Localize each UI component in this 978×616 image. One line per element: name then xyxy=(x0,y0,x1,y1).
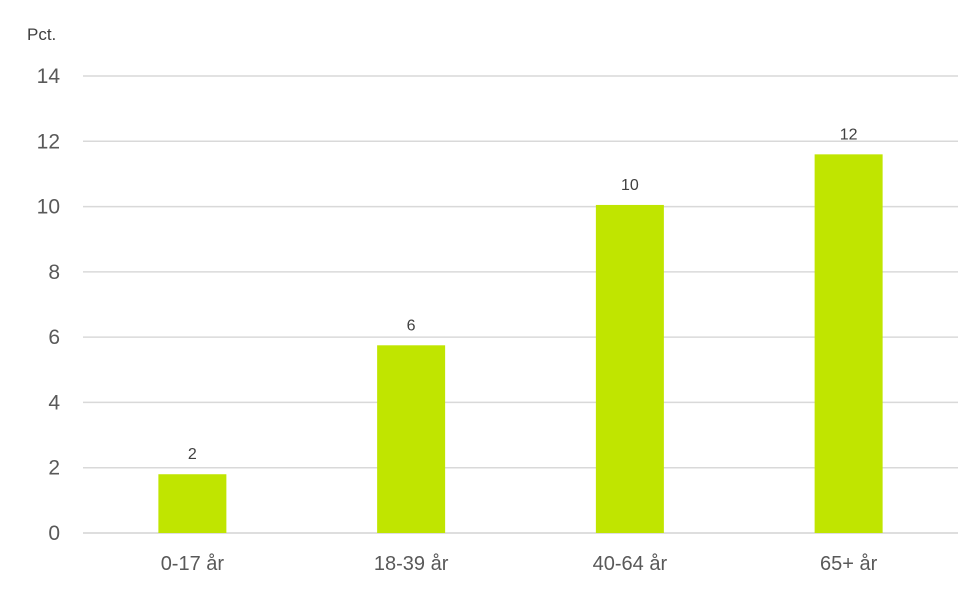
y-tick-labels: 0 2 4 6 8 10 12 14 xyxy=(37,65,61,545)
gridlines xyxy=(83,75,958,534)
x-tick-label: 40-64 år xyxy=(593,553,668,575)
data-labels: 2 6 10 12 xyxy=(188,126,858,463)
data-label: 10 xyxy=(621,177,639,194)
y-tick-label: 14 xyxy=(37,65,61,88)
bar xyxy=(158,474,227,533)
y-tick-label: 4 xyxy=(48,391,60,414)
x-tick-labels: 0-17 år 18-39 år 40-64 år 65+ år xyxy=(161,553,878,575)
y-axis-label: Pct. xyxy=(27,25,56,44)
y-tick-label: 12 xyxy=(37,130,60,153)
bars xyxy=(158,154,883,534)
data-label: 6 xyxy=(407,317,416,334)
bar xyxy=(377,345,446,533)
y-tick-label: 2 xyxy=(48,457,60,480)
y-tick-label: 8 xyxy=(48,261,60,284)
bar xyxy=(595,204,664,534)
data-label: 2 xyxy=(188,446,197,463)
y-tick-label: 6 xyxy=(48,326,60,349)
x-tick-label: 18-39 år xyxy=(374,553,449,575)
x-tick-label: 0-17 år xyxy=(161,553,225,575)
y-tick-label: 10 xyxy=(37,196,60,219)
bar xyxy=(814,154,883,534)
data-label: 12 xyxy=(840,126,858,143)
y-tick-label: 0 xyxy=(48,522,60,545)
x-tick-label: 65+ år xyxy=(820,553,878,575)
